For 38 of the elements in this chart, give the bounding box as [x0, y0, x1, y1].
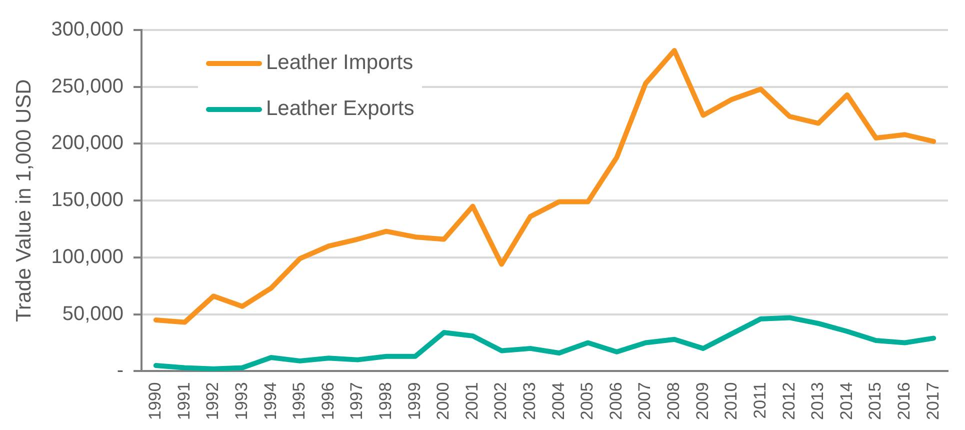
x-tick-label: 2017	[923, 382, 942, 420]
x-tick-label: 2015	[866, 382, 885, 420]
y-tick-label: 50,000	[62, 302, 124, 325]
y-tick-label: 150,000	[51, 189, 124, 212]
x-tick-label: 2001	[462, 382, 482, 420]
x-tick-label: 1999	[404, 382, 424, 420]
legend-label: Leather Exports	[266, 97, 414, 121]
x-tick-label: 2006	[606, 382, 626, 420]
x-tick-label: 2000	[434, 382, 453, 420]
x-tick-label: 1996	[318, 382, 338, 420]
x-tick-label: 2008	[664, 382, 684, 420]
y-tick-label: 100,000	[51, 246, 124, 268]
x-tick-label: 1994	[260, 382, 280, 420]
y-tick-label: 250,000	[51, 75, 124, 98]
x-tick-label: 2002	[491, 382, 510, 420]
x-tick-label: 1992	[203, 382, 222, 420]
x-tick-label: 1997	[347, 382, 366, 420]
y-tick-label: -	[116, 360, 124, 382]
x-tick-label: 2005	[578, 382, 597, 420]
x-tick-label: 1993	[232, 382, 251, 420]
x-tick-label: 2010	[722, 382, 741, 420]
y-tick-label: 200,000	[51, 132, 124, 154]
y-axis-title: Trade Value in 1,000 USD	[12, 79, 36, 322]
y-tick-label: 300,000	[51, 18, 124, 41]
x-tick-label: 2007	[635, 382, 654, 420]
x-tick-label: 2004	[548, 382, 568, 420]
x-tick-label: 2003	[520, 382, 540, 420]
x-tick-label: 1990	[146, 382, 165, 420]
x-tick-label: 2016	[894, 382, 914, 420]
x-tick-label: 1998	[376, 382, 396, 420]
x-tick-label: 2011	[750, 382, 770, 419]
legend-label: Leather Imports	[266, 51, 414, 75]
x-tick-label: 2014	[836, 382, 856, 420]
x-tick-label: 2009	[692, 382, 712, 420]
x-tick-label: 2012	[779, 382, 798, 420]
x-tick-label: 1995	[290, 382, 309, 420]
x-tick-label: 1991	[174, 382, 194, 420]
x-tick-label: 2013	[808, 382, 828, 420]
